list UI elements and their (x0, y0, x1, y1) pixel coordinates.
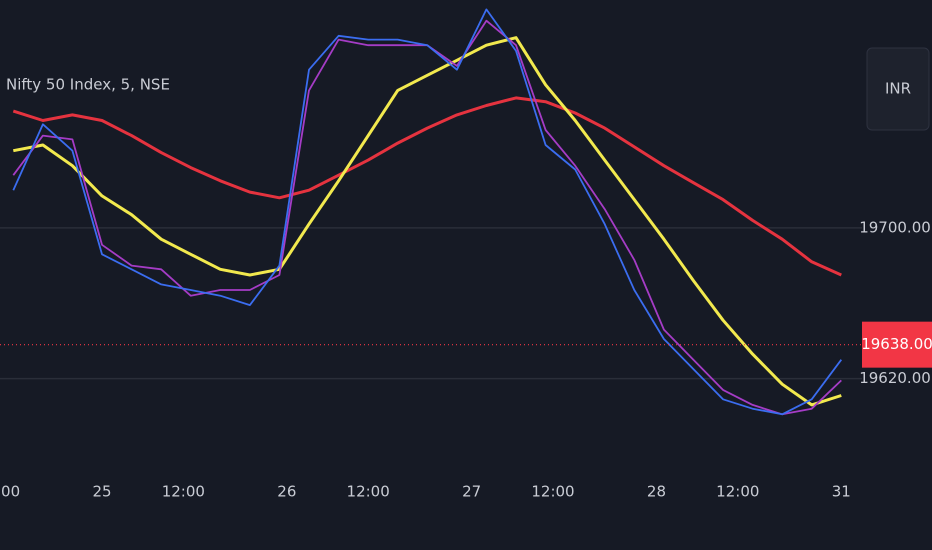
x-tick-label: 28 (647, 483, 666, 501)
last-price-box (862, 321, 932, 368)
y-tick-label: 19700.00 (859, 218, 931, 236)
currency[interactable]: INR (885, 80, 911, 98)
lines (0, 8, 862, 416)
x-tick-label: 12:00 (531, 483, 574, 501)
x-tick-label: 12:00 (716, 483, 759, 501)
ma-line (12, 8, 843, 416)
currency-box[interactable] (866, 47, 930, 131)
ma-line (13, 36, 842, 407)
axis: 19700.00 19620.00 12:00 25 12:00 26 12:00 27 12:… (0, 218, 932, 501)
x-tick-label: 12:00 (347, 483, 390, 501)
x-tick-label: 26 (277, 483, 296, 501)
x-tick-label: 12:00 (0, 483, 20, 501)
y-tick-label: 19620.00 (859, 369, 931, 387)
last-price-label: 19638.00 (861, 335, 932, 353)
symbol-title: Nifty 50 Index, 5, NSE (6, 76, 170, 94)
x-tick-label: 27 (462, 483, 481, 501)
x-tick-label: 31 (832, 483, 851, 501)
ma-line (12, 96, 842, 277)
grid (0, 227, 862, 380)
x-tick-label: 12:00 (162, 483, 205, 501)
x-tick-label: 25 (92, 483, 111, 501)
